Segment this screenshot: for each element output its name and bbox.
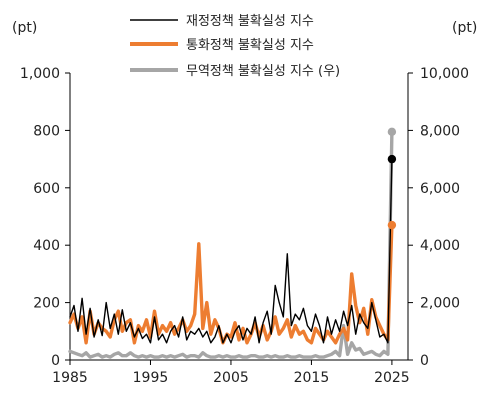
left-axis-tick-label: 400	[33, 238, 60, 254]
plot-series	[68, 127, 397, 359]
series-end-marker-1	[387, 220, 397, 230]
left-axis-tick-label: 800	[33, 123, 60, 139]
right-axis-tick-label: 10,000	[420, 66, 469, 82]
legend-label-1: 통화정책 불확실성 지수	[186, 38, 314, 53]
x-axis-tick-label: 1995	[133, 370, 169, 386]
x-axis-tick-label: 2015	[294, 370, 330, 386]
right-axis-tick-label: 4,000	[420, 238, 460, 254]
right-axis-unit: (pt)	[452, 20, 477, 36]
right-axis-tick-label: 6,000	[420, 181, 460, 197]
tick-labels: 1,000 800 600 400 200 0 10,000 8,000 6,000 4,000 2…	[20, 66, 469, 386]
series-end-marker-0	[387, 154, 397, 164]
right-axis-tick-label: 0	[420, 353, 429, 369]
series-line-2	[68, 130, 394, 359]
series-line-0	[69, 158, 393, 344]
legend-label-2: 무역정책 불확실성 지수 (우)	[186, 64, 340, 79]
legend-label-0: 재정정책 불확실성 지수	[186, 14, 314, 29]
axes	[65, 72, 413, 365]
x-axis-tick-label: 1985	[52, 370, 88, 386]
x-axis-tick-label: 2025	[374, 370, 410, 386]
right-axis-tick-label: 8,000	[420, 123, 460, 139]
left-axis-tick-label: 0	[51, 353, 60, 369]
x-axis-tick-label: 2005	[213, 370, 249, 386]
series-line-1	[68, 223, 394, 345]
right-axis-tick-label: 2,000	[420, 296, 460, 312]
left-axis-tick-label: 200	[33, 296, 60, 312]
left-axis-unit: (pt)	[12, 20, 37, 36]
left-axis-tick-label: 1,000	[20, 66, 60, 82]
series-end-marker-2	[387, 127, 397, 137]
left-axis-tick-label: 600	[33, 181, 60, 197]
